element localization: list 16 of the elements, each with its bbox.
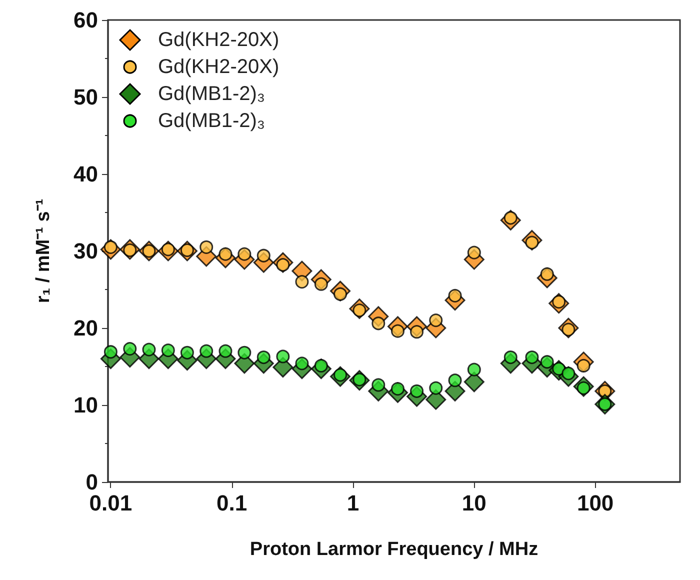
- legend-label: Gd(MB1-2)₃: [158, 83, 266, 105]
- y-tick-label: 50: [74, 84, 98, 110]
- y-tick-label: 40: [74, 162, 98, 186]
- x-tick-label: 100: [576, 490, 614, 516]
- y-tick-label: 20: [74, 316, 98, 340]
- y-axis-title: r₁ / mM⁻¹ s⁻¹: [33, 198, 54, 304]
- x-tick-label: 10: [462, 490, 486, 516]
- x-tick-label: 0.1: [216, 490, 248, 516]
- y-tick-label: 10: [74, 392, 98, 418]
- x-axis-title: Proton Larmor Frequency / MHz: [250, 539, 538, 560]
- x-tick-label: 1: [346, 490, 360, 516]
- y-tick-label: 60: [74, 8, 98, 32]
- y-tick-label: 30: [74, 238, 98, 264]
- legend-label: Gd(MB1-2)₃: [158, 110, 266, 132]
- legend-label: Gd(KH2-20X): [158, 29, 280, 51]
- legend-label: Gd(KH2-20X): [158, 56, 280, 78]
